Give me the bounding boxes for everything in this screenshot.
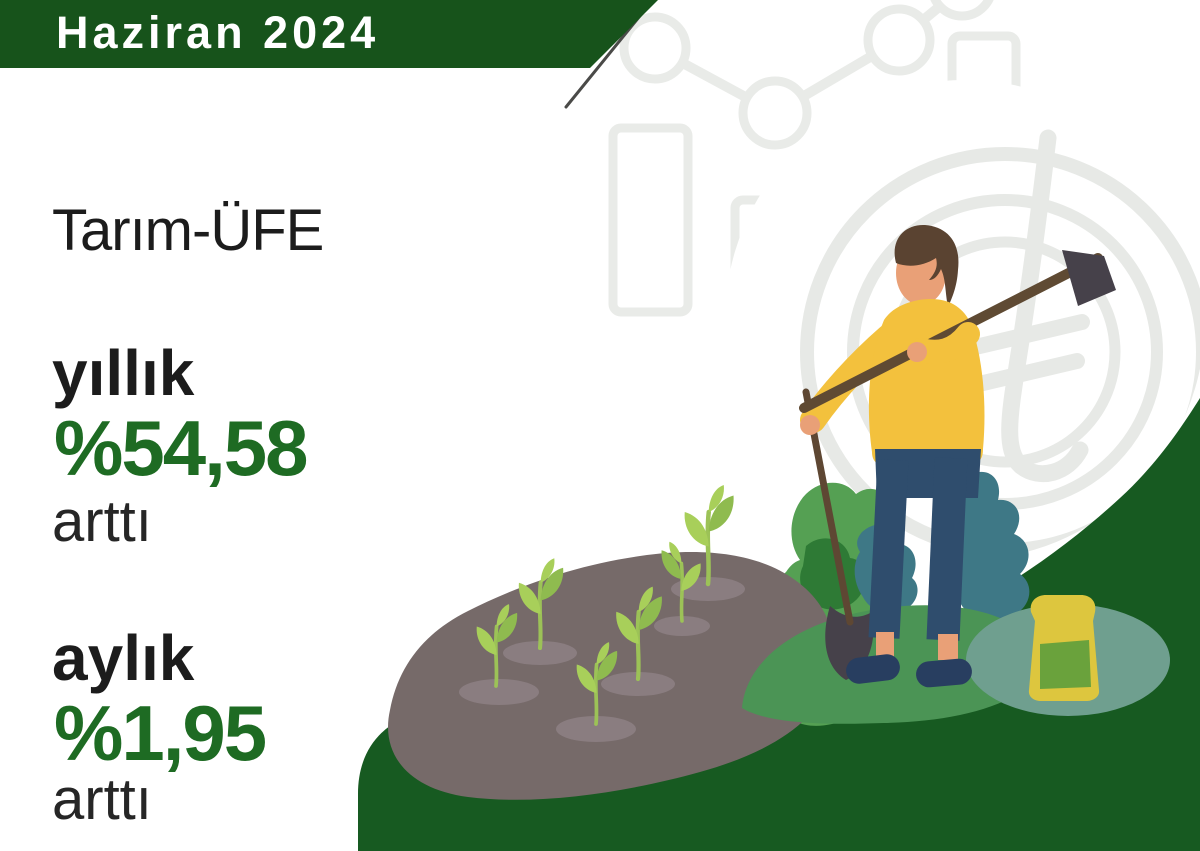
yearly-value: %54,58	[54, 404, 309, 492]
right-shoe	[916, 658, 972, 688]
yearly-label: yıllık	[52, 337, 195, 409]
left-hand	[800, 415, 820, 435]
hoe	[799, 250, 1116, 413]
fertilizer-sack	[1028, 595, 1100, 701]
yearly-direction: arttı	[52, 489, 152, 554]
soil-mounds	[459, 577, 745, 742]
period-label: Haziran 2024	[56, 7, 380, 58]
right-leg	[926, 457, 968, 641]
farmer-illustration	[799, 224, 1116, 688]
right-hand	[907, 342, 927, 362]
monthly-value: %1,95	[54, 689, 267, 777]
teal-bush-right	[949, 471, 1030, 623]
line-chart-watermark	[619, 0, 994, 150]
dark-bush	[800, 538, 867, 610]
monthly-direction: arttı	[52, 767, 152, 832]
monthly-label: aylık	[52, 622, 195, 694]
period-banner: Haziran 2024	[0, 0, 658, 68]
hair	[894, 224, 959, 307]
report-title: Tarım-ÜFE	[52, 198, 324, 263]
left-leg	[868, 459, 909, 639]
left-shoe	[846, 654, 900, 684]
